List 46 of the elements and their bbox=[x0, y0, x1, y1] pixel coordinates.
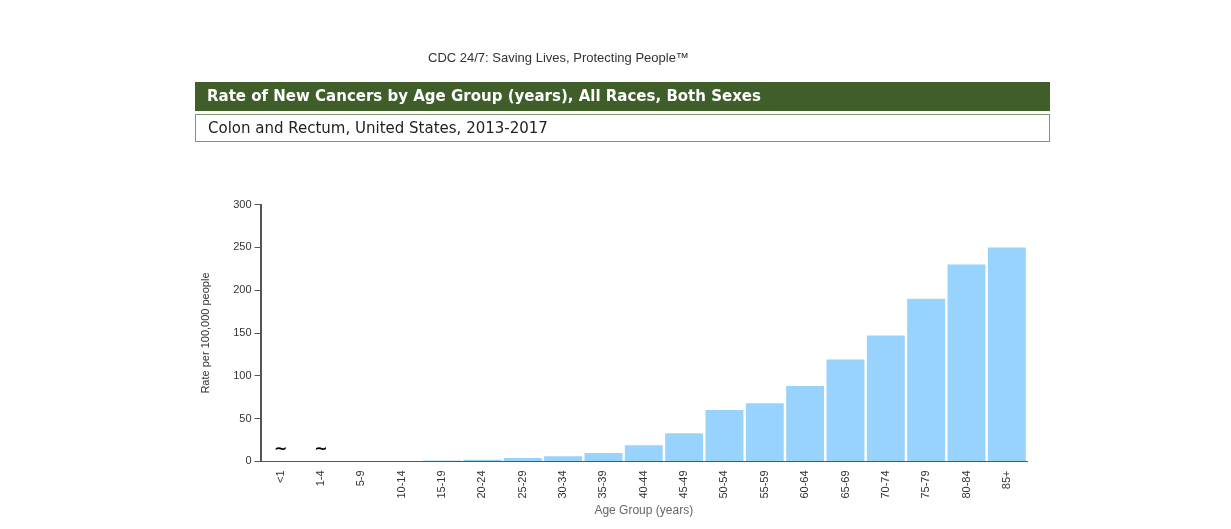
x-tick-label: 75-79 bbox=[919, 470, 932, 499]
x-tick-label: 65-69 bbox=[838, 470, 851, 499]
bar bbox=[786, 386, 825, 461]
bar bbox=[745, 403, 784, 461]
x-tick-label: 80-84 bbox=[959, 470, 972, 499]
x-tick-label: 10-14 bbox=[394, 470, 407, 499]
text: ~ bbox=[314, 438, 328, 458]
bar bbox=[987, 247, 1026, 461]
x-tick-label: <1 bbox=[273, 470, 286, 484]
x-tick-label: 15-19 bbox=[435, 470, 448, 499]
bar bbox=[947, 264, 986, 461]
y-tick-label: 0 bbox=[245, 454, 252, 467]
x-tick-label: 50-54 bbox=[717, 470, 730, 499]
bar bbox=[907, 298, 946, 461]
bar bbox=[705, 410, 744, 461]
bar bbox=[624, 445, 663, 461]
x-tick-label: 85+ bbox=[999, 470, 1012, 490]
bar bbox=[584, 452, 623, 461]
x-tick-label: 35-39 bbox=[596, 470, 609, 499]
chart-title: Rate of New Cancers by Age Group (years), All Races, Both Sexes bbox=[195, 82, 1050, 111]
x-tick-label: 1-4 bbox=[314, 470, 327, 487]
x-tick-label: 70-74 bbox=[878, 470, 891, 499]
text: ~ bbox=[274, 438, 288, 458]
x-tick-label: 45-49 bbox=[677, 470, 690, 499]
bar bbox=[544, 456, 583, 461]
x-tick-label: 60-64 bbox=[798, 470, 811, 499]
bar bbox=[665, 433, 704, 461]
bar bbox=[826, 359, 865, 461]
text: CDC 24/7: Saving Lives, Protecting People™ bbox=[428, 50, 689, 65]
x-tick-label: 40-44 bbox=[636, 470, 649, 499]
x-tick-label: 20-24 bbox=[475, 470, 488, 499]
y-tick-label: 100 bbox=[233, 368, 252, 381]
x-tick-label: 25-29 bbox=[515, 470, 528, 499]
chart-subtitle: Colon and Rectum, United States, 2013-2017 bbox=[195, 114, 1050, 142]
y-axis-title: Rate per 100,000 people bbox=[198, 272, 211, 394]
bar bbox=[866, 335, 905, 461]
x-axis-title: Age Group (years) bbox=[594, 503, 694, 518]
x-tick-label: 5-9 bbox=[354, 470, 367, 487]
bar bbox=[503, 458, 542, 461]
y-tick-label: 150 bbox=[233, 326, 252, 339]
y-tick-label: 250 bbox=[233, 240, 252, 253]
y-tick-label: 200 bbox=[233, 283, 252, 296]
x-tick-label: 30-34 bbox=[556, 470, 569, 499]
y-tick-label: 300 bbox=[233, 197, 252, 210]
y-tick-label: 50 bbox=[239, 411, 252, 424]
x-tick-label: 55-59 bbox=[757, 470, 770, 499]
